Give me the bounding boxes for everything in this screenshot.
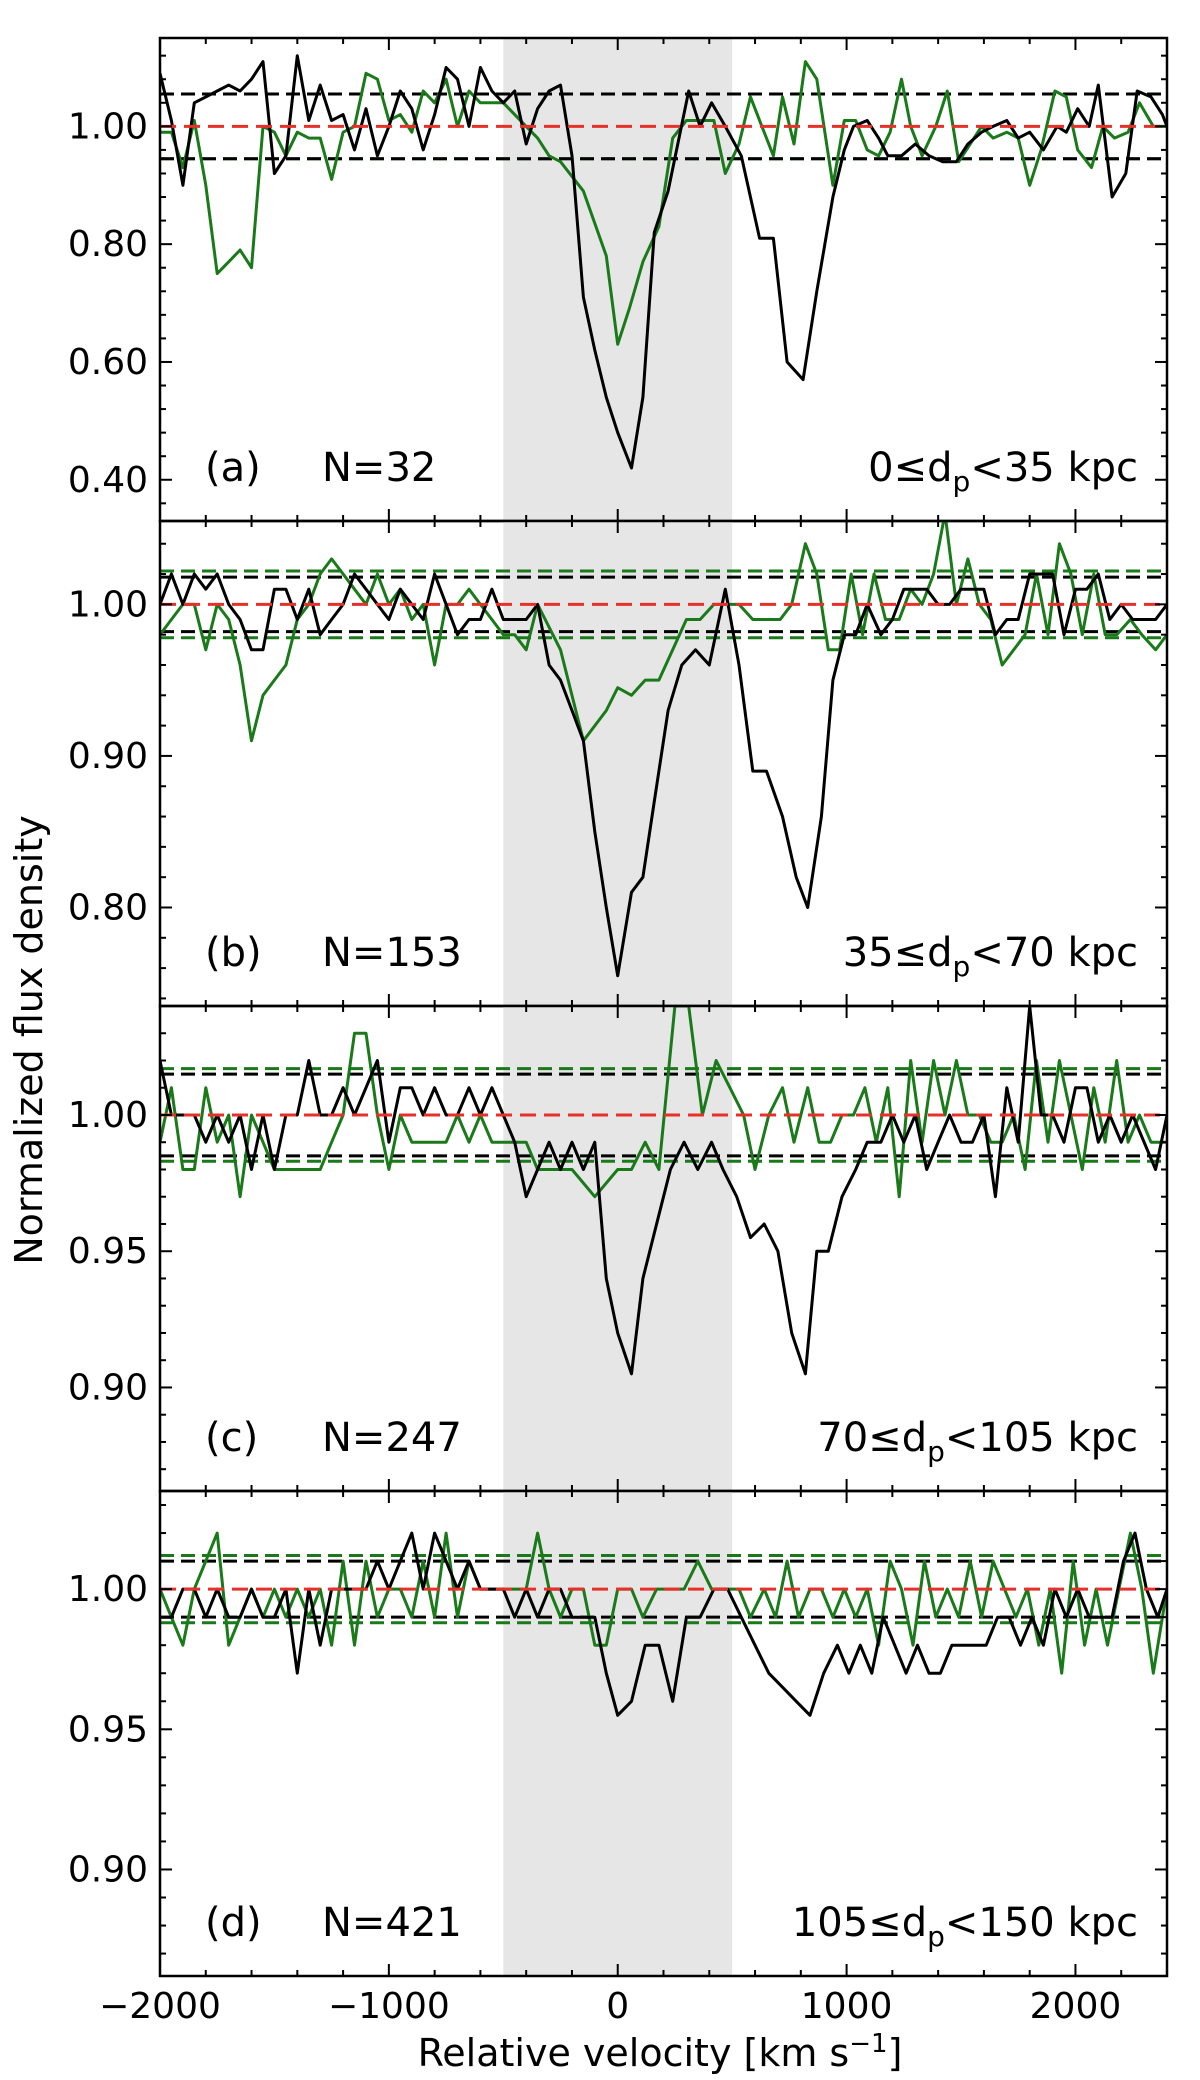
green-stacked-spectrum <box>160 1531 1167 1675</box>
panel-impact-range: 35≤dp<70 kpc <box>843 930 1138 983</box>
x-tick-label: −1000 <box>328 1986 450 2027</box>
panel-label: (a) <box>205 445 261 491</box>
panel-3: 0.90 0.95 1.00 (c) N=247 70≤dp<105 kpc <box>68 1004 1169 1493</box>
y-tick-label: 0.90 <box>68 1367 148 1408</box>
y-tick-label: 1.00 <box>68 1095 148 1136</box>
range-prefix: 35≤d <box>843 930 953 976</box>
panel-sample-size: N=247 <box>322 1415 462 1461</box>
y-tick-label: 0.95 <box>68 1709 148 1750</box>
range-prefix: 70≤d <box>817 1415 927 1461</box>
x-tick-label: 0 <box>606 1986 629 2027</box>
panel-plot-area <box>160 54 1167 470</box>
x-axis-title-exponent: −1 <box>849 2029 887 2059</box>
black-stacked-spectrum <box>160 572 1167 978</box>
x-tick-label: 2000 <box>1030 1986 1122 2027</box>
shaded-velocity-window <box>503 521 733 1006</box>
y-tick-label: 1.00 <box>68 1569 148 1610</box>
panel-1: 0.40 0.60 0.80 1.00 (a) N=32 0≤dp<35 kpc <box>68 36 1169 523</box>
y-tick-label: 0.90 <box>68 1849 148 1890</box>
black-stacked-spectrum <box>160 1006 1167 1376</box>
range-subscript: p <box>927 1920 945 1953</box>
x-tick-label: −2000 <box>99 1986 221 2027</box>
green-stacked-spectrum <box>160 60 1167 346</box>
panel-impact-range: 105≤dp<150 kpc <box>792 1900 1138 1953</box>
range-suffix: <105 kpc <box>945 1415 1138 1461</box>
y-tick-label: 0.95 <box>68 1231 148 1272</box>
range-prefix: 105≤d <box>792 1900 927 1946</box>
y-tick-label: 0.80 <box>68 887 148 928</box>
panel-2: 0.80 0.90 1.00 (b) N=153 35≤dp<70 kpc <box>68 519 1169 1008</box>
panel-plot-area <box>160 1006 1167 1376</box>
panel-impact-range: 70≤dp<105 kpc <box>817 1415 1138 1468</box>
panels-layer: 0.400.600.801.00(a) N=32 0≤dp<35 kpc0.800.… <box>68 36 1169 2027</box>
panel-label: (b) <box>205 930 262 976</box>
panel-label: (c) <box>205 1415 258 1461</box>
x-axis-title-main: Relative velocity [km s <box>418 2031 850 2075</box>
y-tick-label: 0.40 <box>68 460 148 501</box>
shaded-velocity-window <box>503 1006 733 1491</box>
y-tick-label: 0.80 <box>68 224 148 265</box>
range-prefix: 0≤d <box>868 445 952 491</box>
green-stacked-spectrum <box>160 521 1167 743</box>
black-stacked-spectrum <box>160 54 1167 470</box>
y-axis-title: Normalized flux density <box>7 815 51 1265</box>
panel-sample-size: N=32 <box>322 445 436 491</box>
black-stacked-spectrum <box>160 1531 1167 1717</box>
panel-label: (d) <box>205 1900 262 1946</box>
x-axis-title: Relative velocity [km s−1] <box>418 2029 903 2075</box>
range-suffix: <150 kpc <box>945 1900 1138 1946</box>
range-subscript: p <box>953 465 971 498</box>
panel-impact-range: 0≤dp<35 kpc <box>868 445 1138 498</box>
y-tick-label: 0.90 <box>68 736 148 777</box>
y-tick-label: 1.00 <box>68 106 148 147</box>
y-tick-label: 1.00 <box>68 584 148 625</box>
range-suffix: <35 kpc <box>970 445 1138 491</box>
x-tick-label: 1000 <box>801 1986 893 2027</box>
shaded-velocity-window <box>503 38 733 521</box>
range-subscript: p <box>927 1435 945 1468</box>
y-tick-label: 0.60 <box>68 342 148 383</box>
panel-plot-area <box>160 521 1167 978</box>
panel-sample-size: N=421 <box>322 1900 462 1946</box>
panel-4: 0.90 0.95 1.00 (d) N=421 105≤dp<150 kpc <box>68 1489 1169 1978</box>
green-stacked-spectrum <box>160 1006 1167 1199</box>
panel-plot-area <box>160 1531 1167 1717</box>
panel-sample-size: N=153 <box>322 930 462 976</box>
range-subscript: p <box>953 950 971 983</box>
range-suffix: <70 kpc <box>970 930 1138 976</box>
x-axis-title-end: ] <box>888 2031 903 2075</box>
